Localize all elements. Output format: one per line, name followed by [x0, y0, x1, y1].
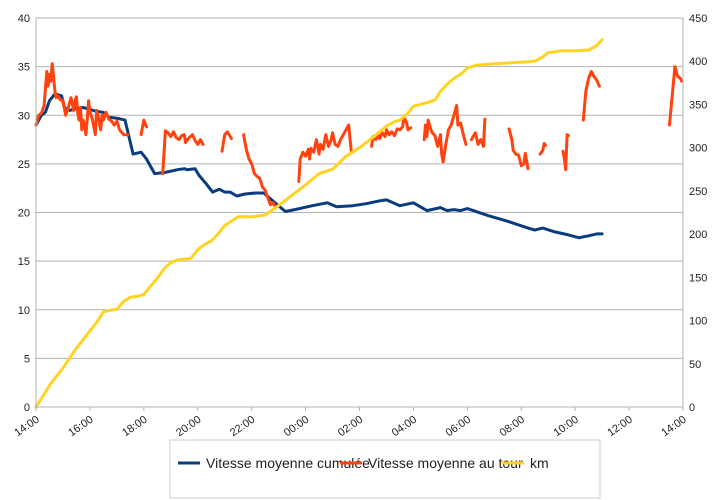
y-left-tick-label: 25: [18, 159, 30, 171]
right-axis-ticks: 0 50 100 150 200 250 300 350 400 450: [689, 13, 707, 414]
y-right-tick-label: 150: [689, 272, 707, 284]
y-right-tick-label: 0: [689, 402, 695, 414]
y-right-tick-label: 250: [689, 186, 707, 198]
series-line-km: [34, 38, 604, 409]
plot-area: [34, 38, 684, 409]
series-line-lap: [538, 142, 547, 156]
y-left-tick-label: 35: [18, 62, 30, 74]
series-line-lap: [469, 117, 487, 148]
y-right-tick-label: 50: [689, 359, 701, 371]
series-line-lap: [370, 115, 413, 148]
series-line-lap: [161, 129, 205, 176]
y-left-tick-label: 40: [18, 13, 30, 25]
series-line-lap: [422, 104, 468, 164]
y-right-tick-label: 400: [689, 56, 707, 68]
y-left-tick-label: 5: [24, 353, 30, 365]
legend-item-cumulative: Vitesse moyenne cumulée: [178, 455, 370, 471]
legend-label-km: km: [530, 455, 549, 471]
series-line-lap: [561, 133, 570, 172]
left-axis-ticks: 0 5 10 15 20 25 30 35 40: [18, 13, 30, 414]
series-line-lap: [220, 130, 233, 153]
series-line-lap: [581, 70, 601, 122]
series-line-lap: [139, 118, 148, 137]
legend-label-lap: Vitesse moyenne au tour: [368, 455, 523, 471]
y-left-tick-label: 30: [18, 110, 30, 122]
legend-item-lap: Vitesse moyenne au tour: [340, 455, 523, 471]
series-line-cumulative: [34, 92, 604, 240]
y-left-tick-label: 15: [18, 256, 30, 268]
series-line-lap: [34, 62, 130, 137]
y-right-tick-label: 100: [689, 316, 707, 328]
y-right-tick-label: 450: [689, 13, 707, 25]
y-right-tick-label: 200: [689, 229, 707, 241]
y-left-tick-label: 10: [18, 305, 30, 317]
series-line-lap: [507, 127, 530, 171]
legend-label-cumulative: Vitesse moyenne cumulée: [206, 455, 370, 471]
series-line-lap: [668, 65, 684, 127]
legend-box: [169, 439, 601, 499]
y-right-tick-label: 350: [689, 99, 707, 111]
y-left-tick-label: 20: [18, 208, 30, 220]
legend-item-km: km: [502, 455, 549, 471]
series-line-lap: [242, 133, 278, 210]
series-line-lap: [297, 123, 353, 183]
y-right-tick-label: 300: [689, 143, 707, 155]
y-left-tick-label: 0: [24, 402, 30, 414]
